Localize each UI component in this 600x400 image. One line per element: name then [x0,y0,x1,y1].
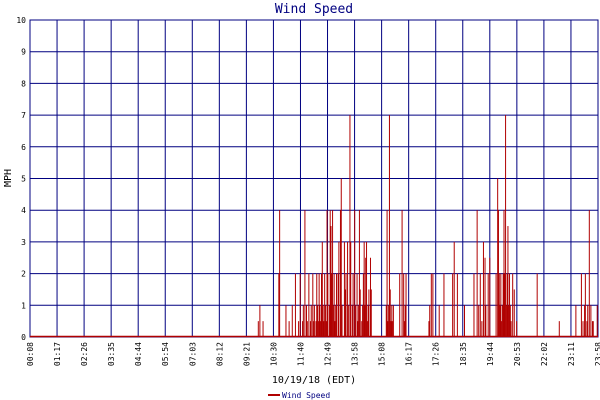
y-tick-label: 5 [21,175,26,184]
plot-grid [29,19,599,338]
y-tick-label: 8 [21,79,26,88]
legend-label: Wind Speed [282,391,330,400]
x-tick-label: 10:30 [269,342,278,366]
x-tick-label: 18:35 [459,342,468,366]
x-tick-label: 08:12 [215,342,224,366]
y-tick-label: 6 [21,143,26,152]
x-tick-label: 13:58 [351,342,360,366]
x-tick-label: 09:21 [242,342,251,366]
x-tick-label: 07:03 [188,342,197,366]
x-axis-title: 10/19/18 (EDT) [272,375,356,386]
wind-speed-series [30,115,598,338]
x-tick-label: 02:26 [80,342,89,366]
x-tick-label: 00:08 [26,342,35,366]
x-tick-label: 01:17 [53,342,62,366]
y-tick-label: 1 [21,301,26,310]
chart-title: Wind Speed [275,2,353,17]
x-tick-label: 05:54 [161,342,170,366]
y-axis-ticks: 0 1 2 3 4 5 6 7 8 9 10 [16,16,26,342]
y-tick-label: 7 [21,111,26,120]
x-tick-label: 04:44 [134,342,143,366]
x-axis-ticks: 00:08 01:17 02:26 03:35 04:44 05:54 07:03 08:12… [26,342,600,366]
x-tick-label: 03:35 [107,342,116,366]
legend: Wind Speed [268,391,330,400]
y-axis-title: MPH [3,169,14,187]
x-tick-label: 17:26 [432,342,441,366]
x-tick-label: 23:11 [567,342,576,366]
y-tick-label: 10 [16,16,26,25]
x-tick-label: 20:53 [513,342,522,366]
x-tick-label: 15:08 [378,342,387,366]
y-tick-label: 3 [21,238,26,247]
x-tick-label: 19:44 [486,342,495,366]
y-tick-label: 9 [21,48,26,57]
x-tick-label: 12:49 [324,342,333,366]
y-tick-label: 4 [21,206,26,215]
y-tick-label: 0 [21,333,26,342]
x-tick-label: 23:58 [594,342,600,366]
x-tick-label: 22:02 [540,342,549,366]
x-tick-label: 11:40 [296,342,305,366]
y-tick-label: 2 [21,270,26,279]
x-tick-label: 16:17 [405,342,414,366]
